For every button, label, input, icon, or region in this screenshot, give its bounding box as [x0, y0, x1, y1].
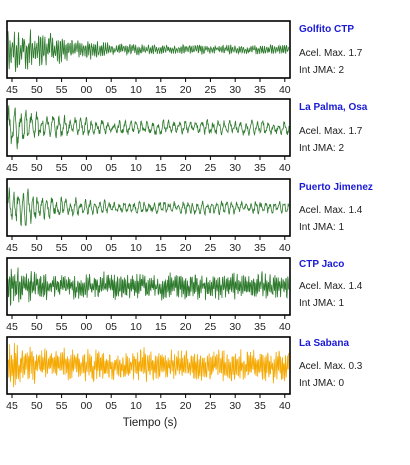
x-tick-label-2-4: 05	[105, 242, 117, 254]
x-tick-label-2-6: 15	[155, 242, 167, 254]
jma-intensity-la-sabana: Int JMA: 0	[299, 378, 345, 389]
peak-accel-ctp-jaco: Acel. Max. 1.4	[299, 281, 363, 292]
panel-3: 45 50 55 00 05 10 15 20 25 30 35 40	[6, 257, 291, 333]
panel-1: 45 50 55 00 05 10 15 20 25 30 35 40	[6, 98, 291, 174]
peak-accel-la-palma: Acel. Max. 1.7	[299, 126, 363, 137]
x-tick-label-2-3: 00	[81, 242, 93, 254]
station-name-la-palma: La Palma, Osa	[299, 102, 368, 113]
x-tick-label-1-7: 20	[180, 162, 192, 174]
x-tick-label-4-8: 25	[205, 400, 217, 412]
x-tick-label-4-6: 15	[155, 400, 167, 412]
x-tick-label-1-11: 40	[279, 162, 291, 174]
waveform-trace-2	[7, 187, 290, 227]
x-tick-label-3-5: 10	[130, 321, 142, 333]
jma-intensity-golfito: Int JMA: 2	[299, 65, 345, 76]
x-tick-label-2-11: 40	[279, 242, 291, 254]
x-tick-label-3-9: 30	[229, 321, 241, 333]
x-tick-label-1-2: 55	[56, 162, 68, 174]
x-tick-label-0-6: 15	[155, 84, 167, 96]
station-name-golfito: Golfito CTP	[299, 24, 354, 35]
jma-intensity-la-palma: Int JMA: 2	[299, 143, 345, 154]
x-tick-label-2-7: 20	[180, 242, 192, 254]
panel-frame-1	[6, 98, 291, 157]
x-tick-label-0-0: 45	[6, 84, 18, 96]
x-tick-label-1-10: 35	[254, 162, 266, 174]
x-axis-label: Tiempo (s)	[122, 417, 178, 429]
panel-2: 45 50 55 00 05 10 15 20 25 30 35 40	[6, 178, 291, 254]
x-tick-label-2-1: 50	[31, 242, 43, 254]
x-tick-label-3-1: 50	[31, 321, 43, 333]
x-tick-label-2-2: 55	[56, 242, 68, 254]
x-tick-label-0-2: 55	[56, 84, 68, 96]
station-name-puerto-jimenez: Puerto Jimenez	[299, 182, 373, 193]
panel-0: 45 50 55 00 05 10 15 20 25 30 35 40	[6, 20, 291, 96]
x-tick-label-4-9: 30	[229, 400, 241, 412]
peak-accel-la-sabana: Acel. Max. 0.3	[299, 361, 363, 372]
x-tick-label-0-9: 30	[229, 84, 241, 96]
panel-frame-4	[6, 336, 291, 395]
x-tick-label-1-5: 10	[130, 162, 142, 174]
waveform-trace-4	[7, 343, 290, 388]
x-tick-label-4-2: 55	[56, 400, 68, 412]
x-tick-label-1-6: 15	[155, 162, 167, 174]
peak-accel-golfito: Acel. Max. 1.7	[299, 48, 363, 59]
panel-4: 45 50 55 00 05 10 15 20 25 30 35 40	[6, 336, 291, 412]
x-tick-label-0-4: 05	[105, 84, 117, 96]
station-name-la-sabana: La Sabana	[299, 338, 350, 349]
x-tick-label-3-6: 15	[155, 321, 167, 333]
x-tick-label-3-8: 25	[205, 321, 217, 333]
x-tick-label-4-3: 00	[81, 400, 93, 412]
waveform-trace-1	[7, 105, 290, 150]
x-tick-label-4-4: 05	[105, 400, 117, 412]
panel-frame-3	[6, 257, 291, 316]
x-tick-label-3-0: 45	[6, 321, 18, 333]
peak-accel-puerto-jimenez: Acel. Max. 1.4	[299, 205, 363, 216]
x-tick-label-0-3: 00	[81, 84, 93, 96]
waveform-trace-0	[7, 29, 290, 72]
x-tick-label-0-5: 10	[130, 84, 142, 96]
x-tick-label-3-10: 35	[254, 321, 266, 333]
x-tick-label-2-8: 25	[205, 242, 217, 254]
panel-frame-0	[6, 20, 291, 79]
x-tick-label-2-0: 45	[6, 242, 18, 254]
x-tick-label-3-4: 05	[105, 321, 117, 333]
x-tick-label-0-7: 20	[180, 84, 192, 96]
x-tick-label-2-9: 30	[229, 242, 241, 254]
x-tick-label-1-8: 25	[205, 162, 217, 174]
x-tick-label-0-8: 25	[205, 84, 217, 96]
jma-intensity-puerto-jimenez: Int JMA: 1	[299, 222, 345, 233]
x-tick-label-4-11: 40	[279, 400, 291, 412]
x-tick-label-3-7: 20	[180, 321, 192, 333]
x-tick-label-1-0: 45	[6, 162, 18, 174]
panel-frame-2	[6, 178, 291, 237]
x-tick-label-0-11: 40	[279, 84, 291, 96]
x-tick-label-4-7: 20	[180, 400, 192, 412]
x-tick-label-1-4: 05	[105, 162, 117, 174]
x-tick-label-3-3: 00	[81, 321, 93, 333]
x-tick-label-0-10: 35	[254, 84, 266, 96]
x-tick-label-1-1: 50	[31, 162, 43, 174]
x-tick-label-1-9: 30	[229, 162, 241, 174]
waveform-trace-3	[7, 267, 290, 306]
x-tick-label-4-10: 35	[254, 400, 266, 412]
station-name-ctp-jaco: CTP Jaco	[299, 259, 345, 270]
x-tick-label-1-3: 00	[81, 162, 93, 174]
x-tick-label-2-10: 35	[254, 242, 266, 254]
x-tick-label-2-5: 10	[130, 242, 142, 254]
x-tick-label-0-1: 50	[31, 84, 43, 96]
x-tick-label-4-1: 50	[31, 400, 43, 412]
jma-intensity-ctp-jaco: Int JMA: 1	[299, 298, 345, 309]
x-tick-label-4-0: 45	[6, 400, 18, 412]
x-tick-label-3-2: 55	[56, 321, 68, 333]
x-tick-label-4-5: 10	[130, 400, 142, 412]
x-tick-label-3-11: 40	[279, 321, 291, 333]
